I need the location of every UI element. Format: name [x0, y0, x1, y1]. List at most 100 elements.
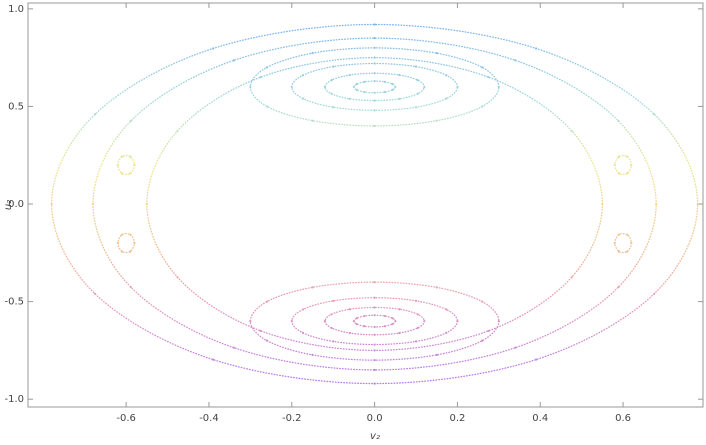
point [373, 56, 376, 59]
point [363, 90, 366, 94]
point [363, 80, 366, 83]
point [355, 82, 358, 86]
point [330, 313, 333, 316]
orbit [249, 281, 500, 361]
point [414, 340, 418, 343]
point [330, 326, 333, 330]
point [373, 296, 376, 299]
point [129, 172, 132, 175]
point [348, 97, 351, 100]
point [445, 331, 448, 334]
point [373, 79, 376, 83]
point [626, 250, 629, 253]
point [355, 317, 358, 320]
point [311, 52, 314, 55]
point [617, 233, 621, 236]
orbit [324, 72, 425, 102]
point [398, 308, 401, 311]
point [373, 382, 376, 385]
point [535, 47, 538, 50]
point [373, 109, 376, 112]
point [394, 320, 397, 323]
point [332, 65, 335, 68]
point [435, 286, 438, 289]
point [176, 129, 179, 132]
point [265, 66, 269, 69]
point [456, 320, 459, 323]
point [391, 322, 394, 326]
point [176, 276, 179, 279]
point [373, 325, 376, 329]
point [435, 52, 438, 55]
point [373, 368, 376, 372]
point [93, 113, 97, 116]
point [481, 300, 484, 303]
point [617, 155, 621, 158]
point [617, 172, 621, 175]
point [414, 106, 418, 109]
point [120, 172, 124, 175]
point [435, 353, 438, 356]
plot-frame [27, 2, 704, 408]
point [653, 113, 656, 116]
point [120, 233, 124, 236]
point [626, 155, 629, 158]
point [696, 202, 699, 206]
point [145, 202, 148, 206]
point [129, 285, 132, 289]
point [265, 300, 269, 303]
point [456, 85, 459, 89]
x-tick-label: 0.6 [615, 413, 631, 424]
point [373, 349, 376, 352]
point [373, 23, 376, 26]
y-tick-label: 1.0 [8, 4, 24, 15]
point [391, 88, 394, 91]
point [129, 233, 132, 236]
point [352, 85, 356, 89]
point [249, 320, 252, 323]
point [373, 333, 376, 336]
point [311, 286, 314, 289]
point [212, 47, 215, 50]
orbit [291, 297, 459, 346]
orbit [353, 314, 396, 328]
point [348, 73, 351, 77]
point [301, 74, 305, 77]
point [373, 306, 376, 309]
point [93, 292, 97, 295]
x-tick-label: 0.4 [532, 413, 548, 424]
y-tick-label: 0.0 [8, 199, 24, 210]
point [630, 241, 633, 245]
point [116, 241, 119, 245]
point [487, 76, 490, 79]
point [626, 172, 629, 175]
point [617, 119, 620, 123]
point [383, 90, 387, 94]
point [414, 299, 418, 302]
point [514, 346, 517, 349]
point [391, 317, 394, 320]
point [373, 46, 376, 49]
point [416, 92, 419, 95]
point [398, 331, 401, 335]
point [398, 73, 401, 77]
y-axis-label: u₂ [3, 200, 14, 210]
point [301, 308, 305, 311]
point [265, 105, 269, 108]
point [355, 88, 358, 91]
point [133, 241, 136, 245]
point [311, 119, 314, 122]
point [514, 59, 517, 62]
point [352, 320, 356, 323]
orbit [614, 154, 633, 176]
point [497, 320, 500, 323]
orbit [117, 154, 136, 176]
point [129, 155, 132, 158]
point [423, 85, 426, 89]
point [116, 163, 119, 167]
point [301, 331, 305, 334]
point [391, 82, 394, 86]
point [383, 314, 387, 318]
point [481, 105, 484, 108]
orbit [324, 306, 425, 336]
